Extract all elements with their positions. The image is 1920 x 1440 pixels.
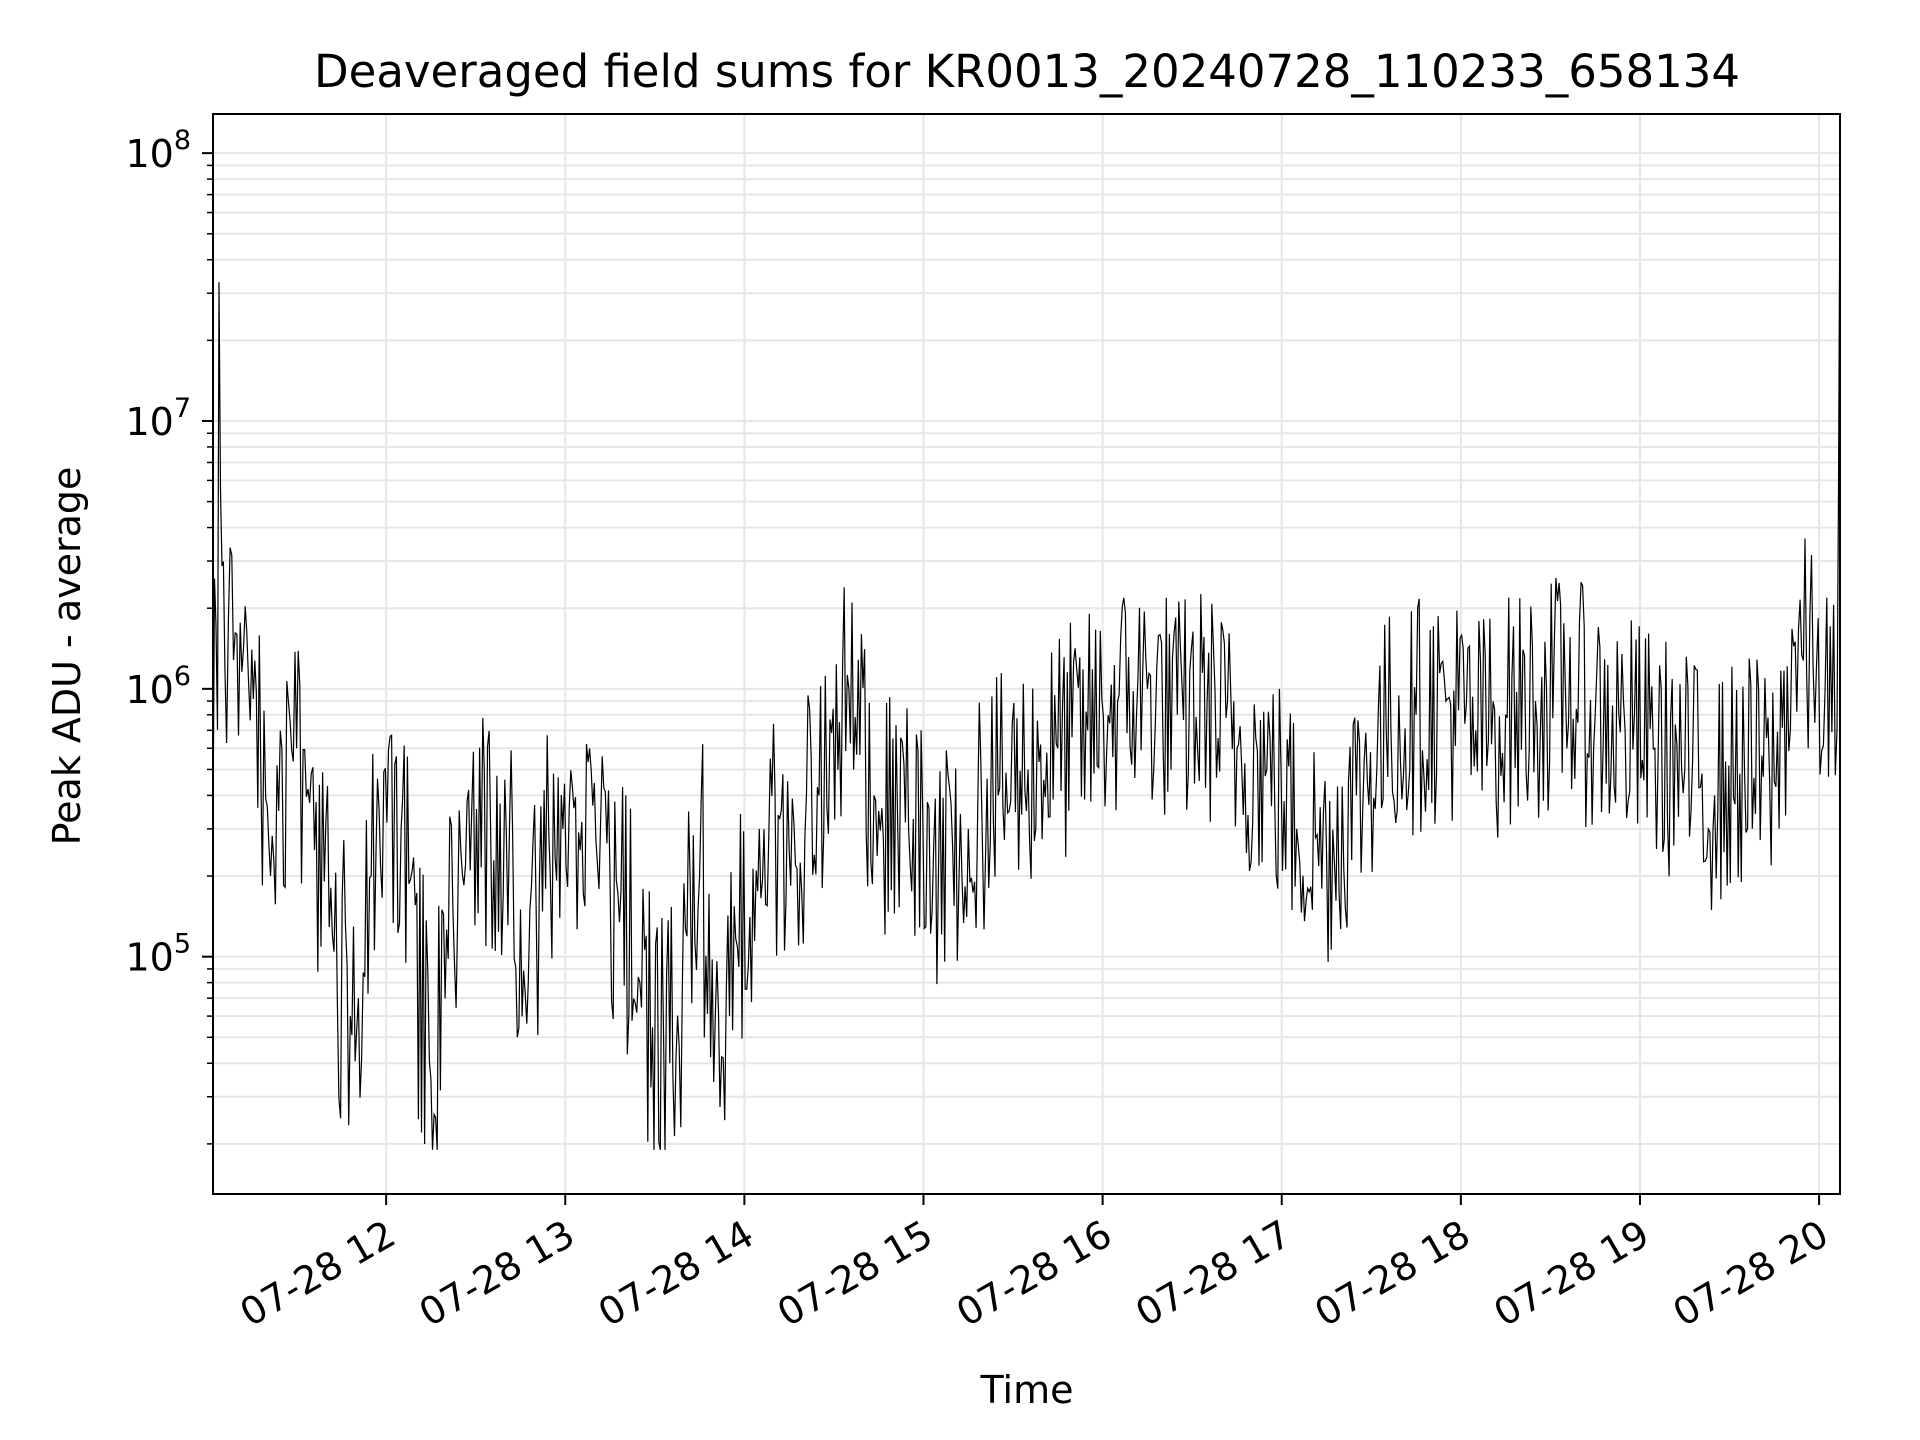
series-line <box>212 165 1841 1151</box>
plot-frame <box>212 113 1841 1195</box>
series-group <box>212 165 1841 1151</box>
y-axis-label: Peak ADU - average <box>45 467 89 846</box>
y-tick-label: 106 <box>125 661 191 712</box>
chart-title: Deaveraged field sums for KR0013_2024072… <box>314 45 1740 98</box>
y-tick-label: 105 <box>125 929 191 980</box>
y-tick-label: 107 <box>125 393 191 444</box>
x-axis-label: Time <box>980 1368 1074 1412</box>
y-tick-label: 108 <box>125 125 191 176</box>
